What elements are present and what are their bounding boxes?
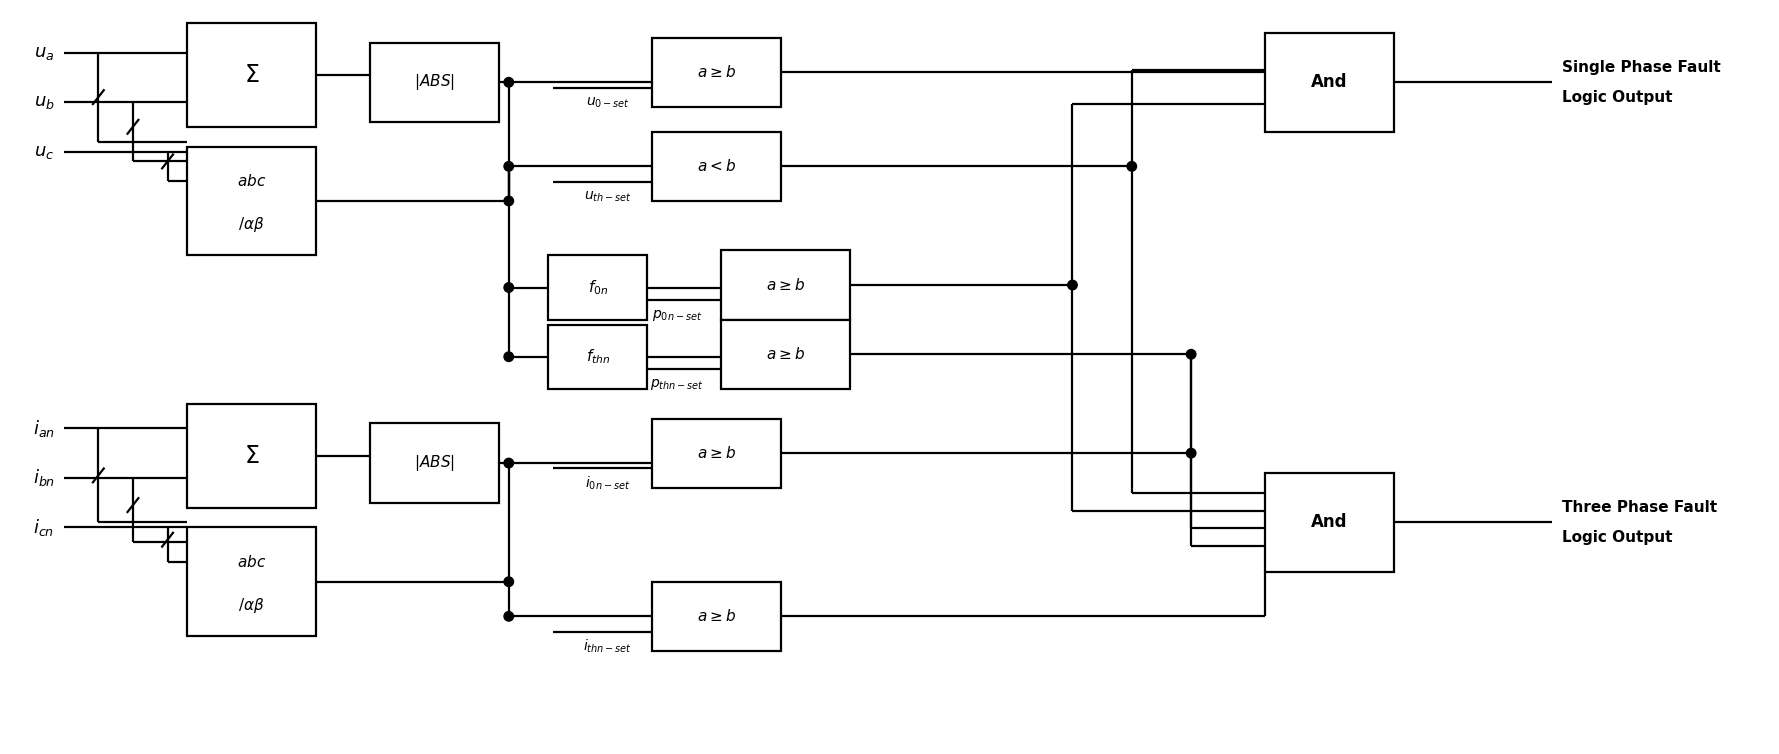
- Text: $a < b$: $a < b$: [697, 158, 737, 174]
- Circle shape: [503, 161, 514, 171]
- Circle shape: [1187, 449, 1195, 458]
- Text: Three Phase Fault: Three Phase Fault: [1562, 500, 1717, 515]
- Text: $u_b$: $u_b$: [34, 93, 55, 111]
- Circle shape: [503, 352, 514, 361]
- Text: $a \geq b$: $a \geq b$: [697, 445, 737, 461]
- Text: $u_{th-set}$: $u_{th-set}$: [584, 189, 632, 204]
- Bar: [653, 38, 781, 107]
- Text: $i_{0n-set}$: $i_{0n-set}$: [585, 474, 630, 492]
- Text: $abc$: $abc$: [237, 554, 267, 570]
- Bar: [720, 250, 850, 320]
- Text: Single Phase Fault: Single Phase Fault: [1562, 60, 1720, 75]
- Circle shape: [1128, 161, 1137, 171]
- Circle shape: [503, 196, 514, 206]
- Text: $u_a$: $u_a$: [34, 44, 53, 62]
- Circle shape: [503, 577, 514, 587]
- Text: $|ABS|$: $|ABS|$: [415, 453, 455, 473]
- Text: $i_{bn}$: $i_{bn}$: [32, 467, 55, 489]
- Bar: [548, 256, 648, 320]
- Text: $|ABS|$: $|ABS|$: [415, 72, 455, 92]
- Circle shape: [1187, 350, 1195, 359]
- Text: $f_{0n}$: $f_{0n}$: [587, 278, 608, 297]
- Bar: [548, 324, 648, 389]
- Text: Logic Output: Logic Output: [1562, 530, 1672, 544]
- Text: $i_{thn-set}$: $i_{thn-set}$: [584, 638, 632, 655]
- Bar: [653, 418, 781, 488]
- Text: $/\alpha\beta$: $/\alpha\beta$: [238, 216, 265, 234]
- Text: Logic Output: Logic Output: [1562, 90, 1672, 105]
- Text: $p_{0n-set}$: $p_{0n-set}$: [651, 308, 703, 323]
- Bar: [187, 527, 317, 636]
- Bar: [370, 43, 498, 122]
- Text: $i_{an}$: $i_{an}$: [34, 418, 55, 439]
- Circle shape: [503, 611, 514, 621]
- Bar: [1265, 473, 1395, 572]
- Circle shape: [503, 78, 514, 87]
- Bar: [720, 320, 850, 389]
- Text: $a \geq b$: $a \geq b$: [767, 277, 806, 293]
- Bar: [370, 424, 498, 503]
- Text: $\Sigma$: $\Sigma$: [244, 63, 260, 87]
- Text: $a \geq b$: $a \geq b$: [767, 346, 806, 362]
- Bar: [187, 23, 317, 127]
- Text: $\Sigma$: $\Sigma$: [244, 443, 260, 467]
- Text: And: And: [1311, 513, 1348, 532]
- Text: $abc$: $abc$: [237, 173, 267, 189]
- Text: And: And: [1311, 73, 1348, 91]
- Text: $/\alpha\beta$: $/\alpha\beta$: [238, 596, 265, 615]
- Text: $a \geq b$: $a \geq b$: [697, 64, 737, 81]
- Text: $u_{0-set}$: $u_{0-set}$: [585, 95, 630, 109]
- Text: $f_{thn}$: $f_{thn}$: [585, 348, 610, 366]
- Bar: [653, 582, 781, 651]
- Circle shape: [1067, 280, 1078, 290]
- Bar: [1265, 33, 1395, 132]
- Text: $i_{cn}$: $i_{cn}$: [34, 516, 55, 538]
- Text: $p_{thn-set}$: $p_{thn-set}$: [649, 377, 704, 392]
- Bar: [653, 132, 781, 201]
- Text: $u_c$: $u_c$: [34, 143, 53, 161]
- Circle shape: [503, 283, 514, 293]
- Bar: [187, 403, 317, 507]
- Bar: [187, 146, 317, 256]
- Circle shape: [503, 458, 514, 467]
- Text: $a \geq b$: $a \geq b$: [697, 608, 737, 624]
